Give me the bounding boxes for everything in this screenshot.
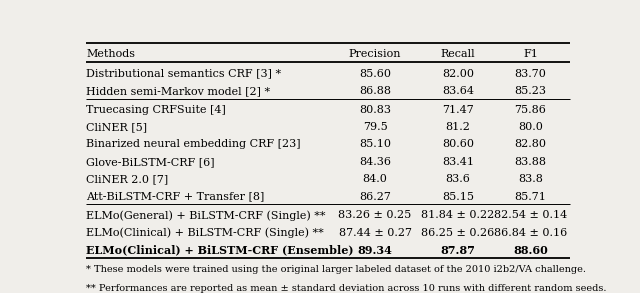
Text: 84.0: 84.0 [363, 174, 388, 184]
Text: 75.86: 75.86 [515, 105, 547, 115]
Text: 81.2: 81.2 [445, 122, 470, 132]
Text: 85.60: 85.60 [359, 69, 391, 79]
Text: F1: F1 [523, 50, 538, 59]
Text: 83.41: 83.41 [442, 157, 474, 167]
Text: * These models were trained using the original larger labeled dataset of the 201: * These models were trained using the or… [86, 265, 586, 274]
Text: Methods: Methods [86, 50, 136, 59]
Text: Glove-BiLSTM-CRF [6]: Glove-BiLSTM-CRF [6] [86, 157, 215, 167]
Text: 87.87: 87.87 [440, 245, 476, 255]
Text: 88.60: 88.60 [513, 245, 548, 255]
Text: 87.44 ± 0.27: 87.44 ± 0.27 [339, 228, 412, 238]
Text: ELMo(General) + BiLSTM-CRF (Single) **: ELMo(General) + BiLSTM-CRF (Single) ** [86, 210, 326, 221]
Text: 83.64: 83.64 [442, 86, 474, 96]
Text: Precision: Precision [349, 50, 401, 59]
Text: Att-BiLSTM-CRF + Transfer [8]: Att-BiLSTM-CRF + Transfer [8] [86, 192, 265, 202]
Text: 85.15: 85.15 [442, 192, 474, 202]
Text: 82.80: 82.80 [515, 139, 547, 149]
Text: 85.23: 85.23 [515, 86, 547, 96]
Text: 83.6: 83.6 [445, 174, 470, 184]
Text: Hidden semi-Markov model [2] *: Hidden semi-Markov model [2] * [86, 86, 271, 96]
Text: 71.47: 71.47 [442, 105, 474, 115]
Text: ** Performances are reported as mean ± standard deviation across 10 runs with di: ** Performances are reported as mean ± s… [86, 284, 607, 293]
Text: 83.8: 83.8 [518, 174, 543, 184]
Text: Recall: Recall [440, 50, 476, 59]
Text: CliNER 2.0 [7]: CliNER 2.0 [7] [86, 174, 169, 184]
Text: 83.70: 83.70 [515, 69, 547, 79]
Text: 80.60: 80.60 [442, 139, 474, 149]
Text: 85.10: 85.10 [359, 139, 391, 149]
Text: Binarized neural embedding CRF [23]: Binarized neural embedding CRF [23] [86, 139, 301, 149]
Text: Distributional semantics CRF [3] *: Distributional semantics CRF [3] * [86, 69, 282, 79]
Text: 83.26 ± 0.25: 83.26 ± 0.25 [339, 210, 412, 220]
Text: Truecasing CRFSuite [4]: Truecasing CRFSuite [4] [86, 105, 227, 115]
Text: 86.27: 86.27 [359, 192, 391, 202]
Text: 86.25 ± 0.26: 86.25 ± 0.26 [421, 228, 495, 238]
Text: 84.36: 84.36 [359, 157, 391, 167]
Text: 82.00: 82.00 [442, 69, 474, 79]
Text: 83.88: 83.88 [515, 157, 547, 167]
Text: ELMo(Clinical) + BiLSTM-CRF (Single) **: ELMo(Clinical) + BiLSTM-CRF (Single) ** [86, 227, 324, 238]
Text: 79.5: 79.5 [363, 122, 387, 132]
Text: 86.84 ± 0.16: 86.84 ± 0.16 [493, 228, 567, 238]
Text: 80.0: 80.0 [518, 122, 543, 132]
Text: 85.71: 85.71 [515, 192, 547, 202]
Text: 80.83: 80.83 [359, 105, 391, 115]
Text: 89.34: 89.34 [358, 245, 392, 255]
Text: CliNER [5]: CliNER [5] [86, 122, 148, 132]
Text: 82.54 ± 0.14: 82.54 ± 0.14 [493, 210, 567, 220]
Text: ELMo(Clinical) + BiLSTM-CRF (Ensemble): ELMo(Clinical) + BiLSTM-CRF (Ensemble) [86, 245, 354, 255]
Text: 86.88: 86.88 [359, 86, 391, 96]
Text: 81.84 ± 0.22: 81.84 ± 0.22 [421, 210, 495, 220]
